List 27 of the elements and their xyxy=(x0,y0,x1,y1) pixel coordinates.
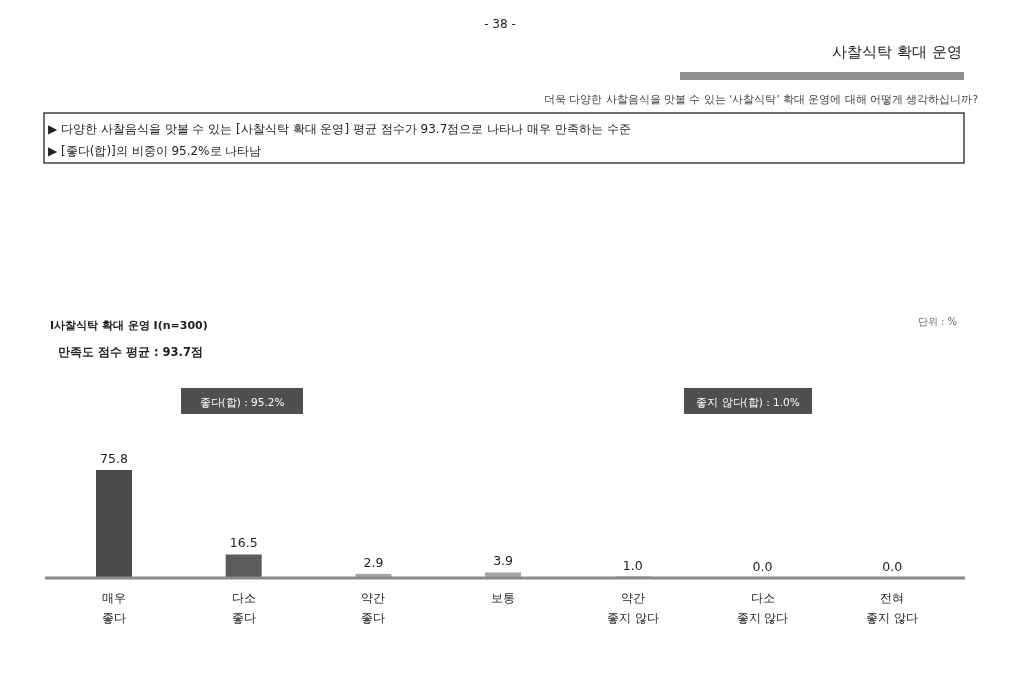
data-label: 0.0 xyxy=(882,559,903,574)
x-tick-label: 매우 좋다 xyxy=(102,591,126,625)
text: 만족도 점수 평균 : 93.7점 xyxy=(58,345,203,359)
x-tick-label: 보통 xyxy=(491,591,516,605)
x-tick-label: 전혀 좋지 않다 xyxy=(866,591,919,625)
text: 좋다(합) : 95.2% xyxy=(199,396,285,408)
x-tick-label: 약간 좋다 xyxy=(361,591,386,625)
text: ▶ [좋다(합)]의 비중이 95.2%로 나타남 xyxy=(48,144,262,158)
text: 단위 : % xyxy=(917,316,957,327)
text: ▶ 다양한 사찰음식을 맛볼 수 있는 [사찰식탁 확대 운영] 평균 점수가 93.7점으로 나타나 매우 만족하는 수준 xyxy=(48,122,631,136)
x-tick-label: 다소 좋지 않다 xyxy=(736,591,789,625)
bar xyxy=(96,470,132,578)
x-tick-label: 약간 좋지 않다 xyxy=(606,591,659,625)
data-label: 3.9 xyxy=(493,553,514,569)
x-tick-label: 다소 좋다 xyxy=(231,591,256,625)
data-label: 1.0 xyxy=(622,557,643,573)
chart-subtitle: 더욱 다양한 사찰음식을 맛볼 수 있는 ‘사찰식탁’ 확대 운영에 대해 어떻게 생각하십니까? xyxy=(544,93,978,105)
chart-title: 사찰식탁 확대 운영 xyxy=(832,43,962,61)
data-label: 0.0 xyxy=(752,559,773,574)
bar xyxy=(485,572,522,578)
data-label: 16.5 xyxy=(229,535,258,551)
bar xyxy=(225,554,262,578)
data-label: 2.9 xyxy=(363,554,384,570)
data-label: 75.8 xyxy=(100,451,128,466)
text: 좋지 않다(합) : 1.0% xyxy=(696,396,800,408)
text: I사찰식탁 확대 운영 I(n=300) xyxy=(50,319,208,332)
text: - 38 - xyxy=(484,17,516,31)
